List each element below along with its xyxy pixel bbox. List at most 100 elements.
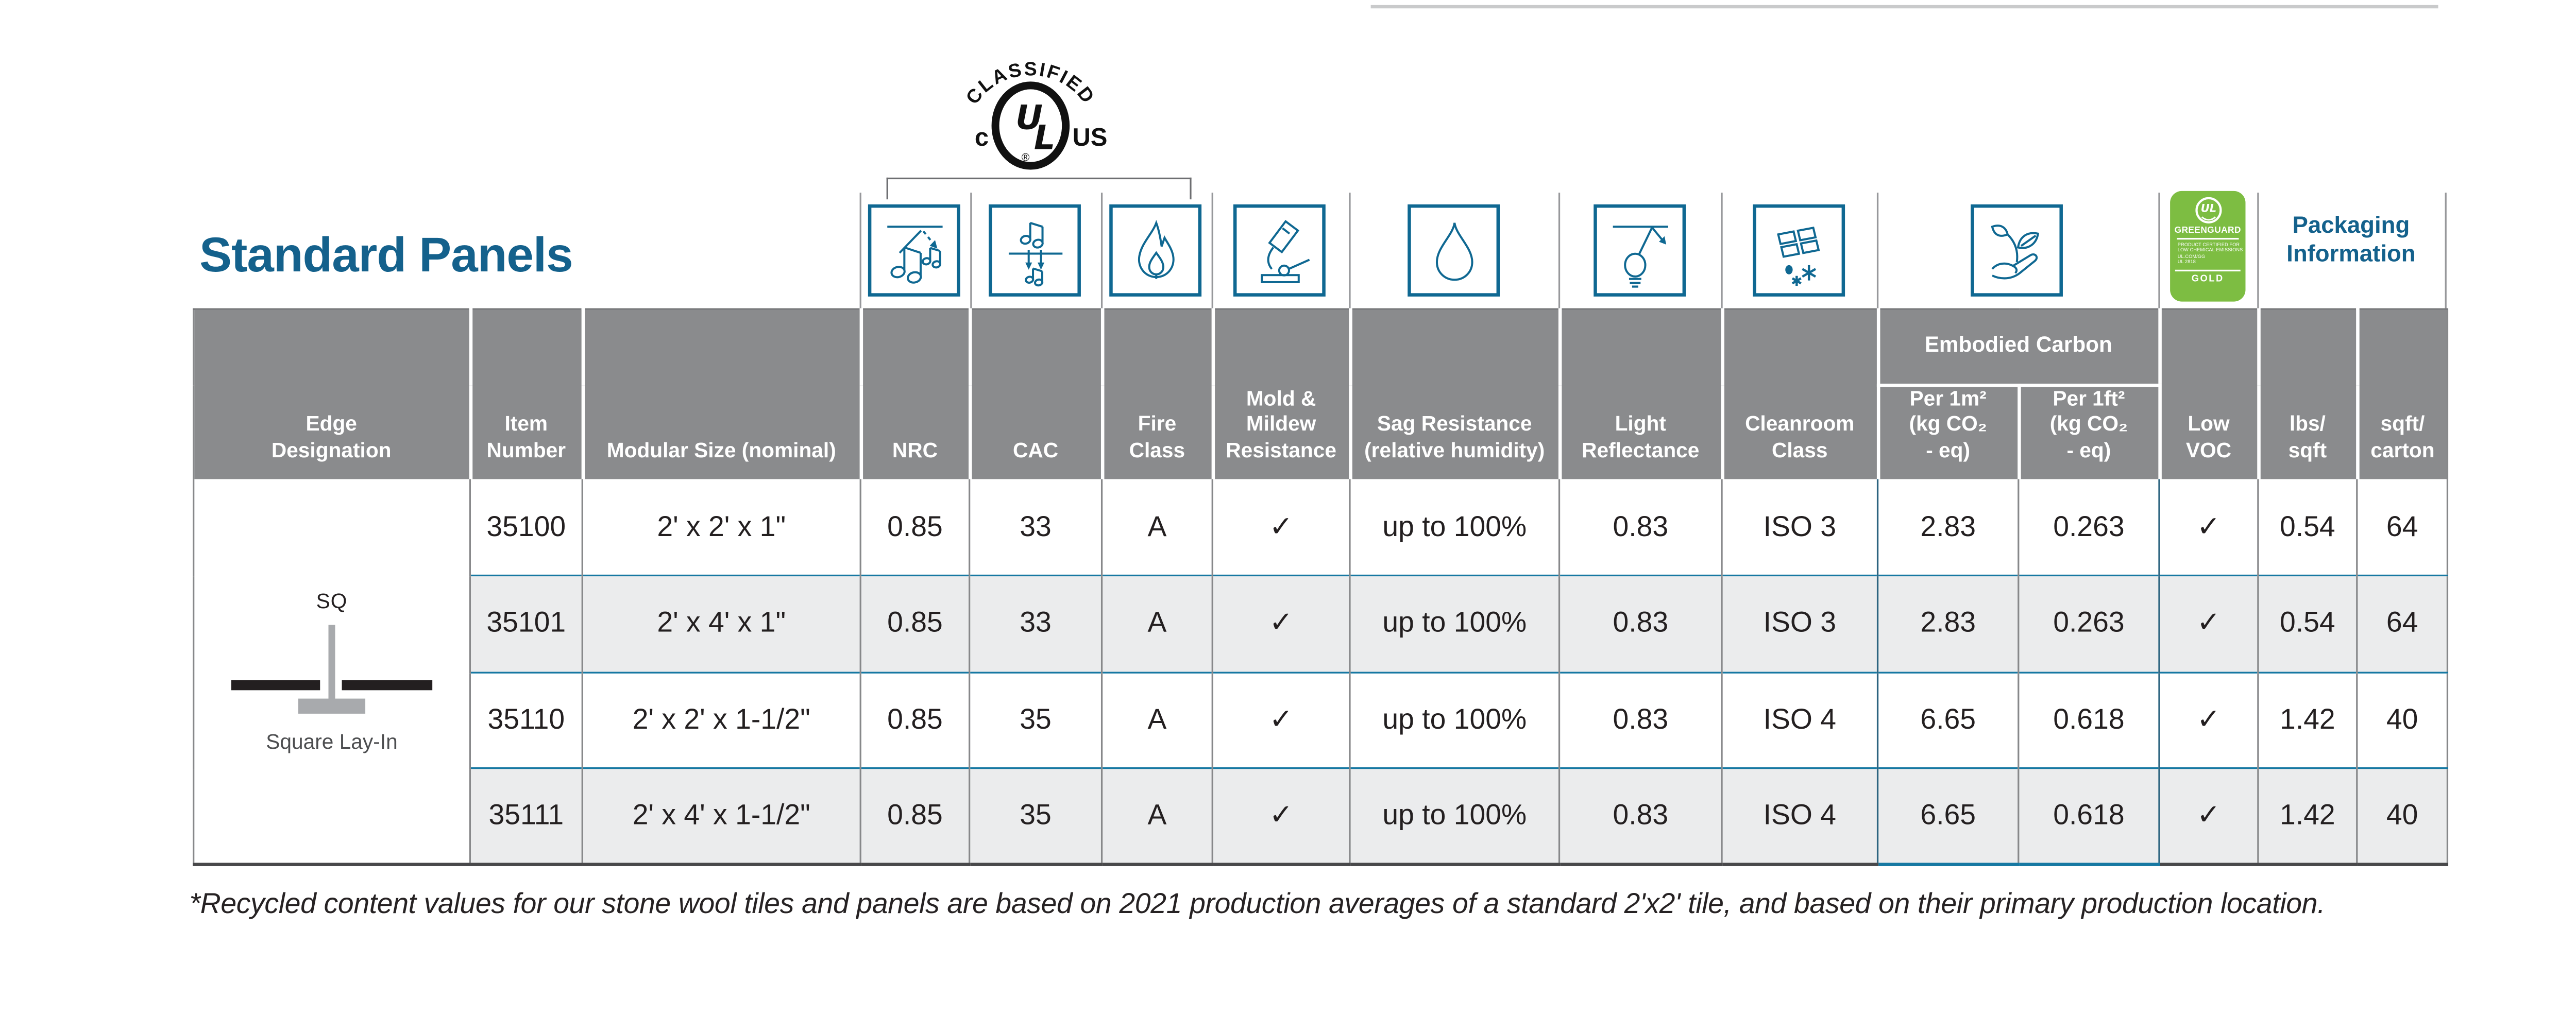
cell-low_voc: ✓ (2158, 574, 2258, 672)
cell-mold: ✓ (1211, 670, 1350, 768)
greenguard-divider (2177, 238, 2239, 239)
header-embodied-carbon-group: Embodied Carbon (1876, 308, 2160, 386)
column-divider (1876, 193, 1879, 308)
panel-left (231, 679, 320, 690)
edge-name: Square Lay-In (266, 729, 398, 753)
greenguard-ul-icon: UL (2194, 197, 2221, 223)
greenguard-cert-text: PRODUCT CERTIFIED FOR LOW CHEMICAL EMISS… (2177, 240, 2243, 265)
svg-text:U: U (1015, 98, 1043, 137)
edge-designation-cell: SQ Square Lay-In (193, 479, 470, 866)
lightbulb-reflection-icon (1594, 204, 1686, 297)
cell-low_voc: ✓ (2158, 479, 2258, 576)
column-divider (2158, 193, 2160, 308)
cell-sag: up to 100% (1349, 479, 1560, 576)
table-body: SQ Square Lay-In 35100 2' x 2' x 1" 0.85 33… (193, 479, 2448, 866)
cell-light: 0.83 (1558, 479, 1722, 576)
cell-low_voc: ✓ (2158, 767, 2258, 866)
ul-classified-bracket (886, 177, 1192, 200)
header-sag-resistance: Sag Resistance (relative humidity) (1348, 308, 1560, 479)
table-row: 35111 2' x 4' x 1-1/2" 0.85 35 A ✓ up to 100% 0… (194, 767, 2448, 866)
sound-absorption-icon (868, 204, 960, 297)
packaging-information-label: Packaging Information (2257, 211, 2445, 268)
packaging-line2: Information (2286, 239, 2416, 267)
table-row: 35110 2' x 2' x 1-1/2" 0.85 35 A ✓ up to 100% 0… (194, 670, 2448, 768)
column-divider (1100, 193, 1103, 308)
table-row: SQ Square Lay-In 35100 2' x 2' x 1" 0.85 33… (193, 479, 2448, 866)
cell-sqft_carton: 40 (2356, 767, 2448, 866)
cell-lbs_sqft: 1.42 (2257, 767, 2357, 866)
cell-low_voc: ✓ (2158, 670, 2258, 768)
cell-item: 35111 (469, 767, 583, 866)
cell-mold: ✓ (1211, 479, 1350, 576)
greenguard-tier: GOLD (2175, 269, 2241, 284)
cell-sag: up to 100% (1349, 574, 1560, 672)
column-divider (1211, 193, 1213, 308)
cell-per_ft2: 0.263 (2018, 479, 2160, 576)
cell-cac: 33 (969, 479, 1102, 576)
cell-per_ft2: 0.618 (2018, 670, 2160, 768)
cell-cac: 33 (969, 574, 1102, 672)
cell-cac: 35 (969, 767, 1102, 866)
header-item-number: Item Number (468, 308, 583, 479)
cell-item: 35100 (469, 479, 583, 576)
plant-in-hand-icon (1971, 204, 2063, 297)
cell-sqft_carton: 64 (2356, 479, 2448, 576)
cell-per_ft2: 0.263 (2018, 574, 2160, 672)
panel-right (342, 679, 433, 690)
header-sqft-carton: sqft/ carton (2355, 308, 2448, 479)
cell-size: 2' x 2' x 1" (581, 479, 861, 576)
sound-attenuation-icon (989, 204, 1081, 297)
cell-per_m2: 2.83 (1876, 574, 2019, 672)
column-divider (1721, 193, 1723, 308)
header-fire-class: Fire Class (1100, 308, 1213, 479)
grid-web (328, 624, 335, 708)
cell-nrc: 0.85 (859, 574, 970, 672)
cell-sag: up to 100% (1349, 767, 1560, 866)
svg-text:US: US (1073, 124, 1108, 151)
column-divider (2257, 193, 2259, 308)
cell-per_m2: 6.65 (1876, 767, 2019, 866)
cell-cac: 35 (969, 670, 1102, 768)
edge-profile-diagram (231, 624, 433, 719)
cell-nrc: 0.85 (859, 670, 970, 768)
cell-item: 35101 (469, 574, 583, 672)
header-modular-size: Modular Size (nominal) (581, 308, 861, 479)
edge-designation-content: SQ Square Lay-In (196, 589, 468, 753)
cell-nrc: 0.85 (859, 479, 970, 576)
svg-text:c: c (975, 124, 989, 151)
packaging-line1: Packaging (2292, 211, 2410, 238)
header-lbs-sqft: lbs/ sqft (2256, 308, 2357, 479)
header-mold-mildew: Mold & Mildew Resistance (1211, 308, 1350, 479)
page-title: Standard Panels (199, 229, 573, 283)
header-per-1ft2: Per 1ft² (kg CO₂ - eq) (2016, 384, 2160, 479)
cell-mold: ✓ (1211, 574, 1350, 672)
microscope-icon (1233, 204, 1326, 297)
cell-mold: ✓ (1211, 767, 1350, 866)
cell-item: 35110 (469, 670, 583, 768)
ul-classified-mark: CLASSIFIED U L c US ® (961, 58, 1108, 170)
table-row: 35101 2' x 4' x 1" 0.85 33 A ✓ up to 100% 0.83 I… (194, 574, 2448, 672)
cell-sqft_carton: 40 (2356, 670, 2448, 768)
top-divider-line (1370, 5, 2438, 9)
column-divider (2445, 193, 2447, 308)
cell-fire: A (1100, 479, 1213, 576)
column-divider (1349, 193, 1351, 308)
cell-size: 2' x 4' x 1" (581, 574, 861, 672)
cell-lbs_sqft: 1.42 (2257, 670, 2357, 768)
water-droplet-icon (1408, 204, 1500, 297)
cell-cleanroom: ISO 4 (1721, 670, 1878, 768)
header-low-voc: Low VOC (2157, 308, 2258, 479)
cell-sqft_carton: 64 (2356, 574, 2448, 672)
header-cac: CAC (968, 308, 1102, 479)
cell-per_m2: 6.65 (1876, 670, 2019, 768)
cell-light: 0.83 (1558, 767, 1722, 866)
edge-code: SQ (316, 589, 348, 613)
column-divider (859, 193, 861, 308)
cell-per_ft2: 0.618 (2018, 767, 2160, 866)
column-divider (1558, 193, 1561, 308)
cell-sag: up to 100% (1349, 670, 1560, 768)
header-per-1m2: Per 1m² (kg CO₂ - eq) (1876, 384, 2019, 479)
cell-size: 2' x 4' x 1-1/2" (581, 767, 861, 866)
svg-text:UL: UL (2200, 202, 2216, 215)
